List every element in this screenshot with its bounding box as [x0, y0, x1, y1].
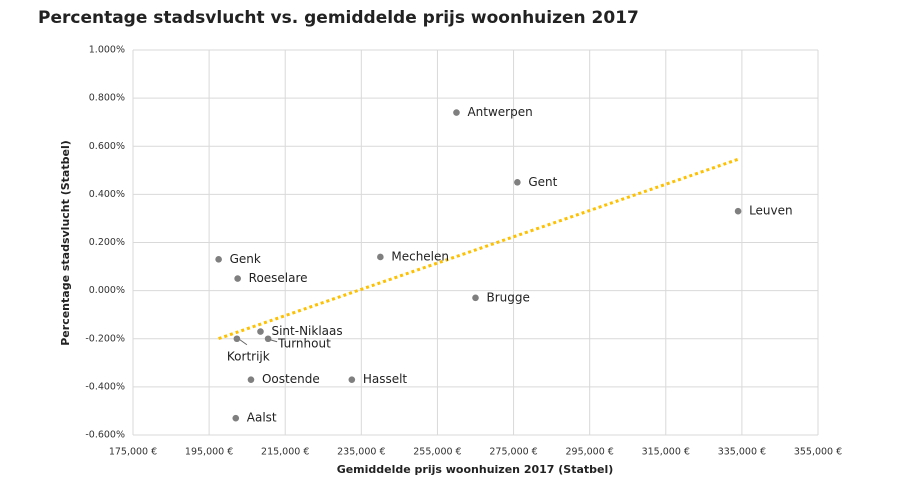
x-tick-label: 335,000 €	[718, 447, 766, 458]
x-tick-label: 295,000 €	[565, 447, 613, 458]
point-label: Genk	[230, 252, 261, 266]
point-label: Gent	[528, 175, 557, 189]
point-label: Oostende	[262, 372, 320, 386]
x-tick-label: 255,000 €	[413, 447, 461, 458]
point-label: Aalst	[247, 411, 277, 425]
x-tick-label: 195,000 €	[185, 447, 233, 458]
trendline	[218, 157, 739, 341]
point	[734, 207, 742, 215]
point	[453, 109, 460, 116]
point	[233, 335, 241, 343]
point-label: Brugge	[487, 290, 530, 304]
point	[514, 179, 521, 186]
point	[234, 275, 241, 282]
point	[377, 253, 384, 261]
point-label: Leuven	[749, 204, 793, 218]
point	[215, 256, 222, 263]
x-tick-label: 215,000 €	[261, 447, 309, 458]
point-label: Hasselt	[363, 372, 408, 386]
y-tick-label: -0.600%	[85, 430, 125, 441]
x-axis-title: Gemiddelde prijs woonhuizen 2017 (Statbe…	[337, 463, 614, 476]
leader-line	[269, 339, 278, 343]
point-label: Sint-Niklaas	[271, 324, 342, 338]
y-tick-label: 1.000%	[89, 45, 125, 56]
point-label: Kortrijk	[227, 349, 270, 363]
y-tick-label: 0.000%	[89, 285, 125, 296]
chart-title: Percentage stadsvlucht vs. gemiddelde pr…	[38, 8, 639, 28]
point	[257, 328, 264, 335]
y-tick-label: -0.400%	[85, 381, 125, 392]
point-label: Mechelen	[391, 249, 449, 263]
point	[348, 376, 356, 383]
y-tick-label: -0.200%	[85, 333, 125, 344]
point-label: Roeselare	[249, 271, 308, 285]
x-tick-label: 235,000 €	[337, 447, 385, 458]
point	[264, 335, 272, 343]
y-tick-label: 0.400%	[89, 189, 125, 200]
point	[472, 294, 479, 302]
y-tick-label: 0.200%	[89, 237, 125, 248]
point-label: Antwerpen	[467, 105, 532, 119]
point	[247, 376, 255, 383]
x-tick-label: 275,000 €	[489, 447, 537, 458]
y-tick-label: 0.600%	[89, 141, 125, 152]
y-tick-label: 0.800%	[89, 93, 125, 104]
leader-line	[239, 339, 248, 346]
point	[232, 414, 240, 422]
y-axis-title: Percentage stadsvlucht (Statbel)	[59, 140, 72, 346]
x-tick-label: 175,000 €	[109, 447, 157, 458]
x-tick-label: 315,000 €	[642, 447, 690, 458]
x-tick-label: 355,000 €	[794, 447, 842, 458]
point-label: Turnhout	[277, 336, 331, 350]
